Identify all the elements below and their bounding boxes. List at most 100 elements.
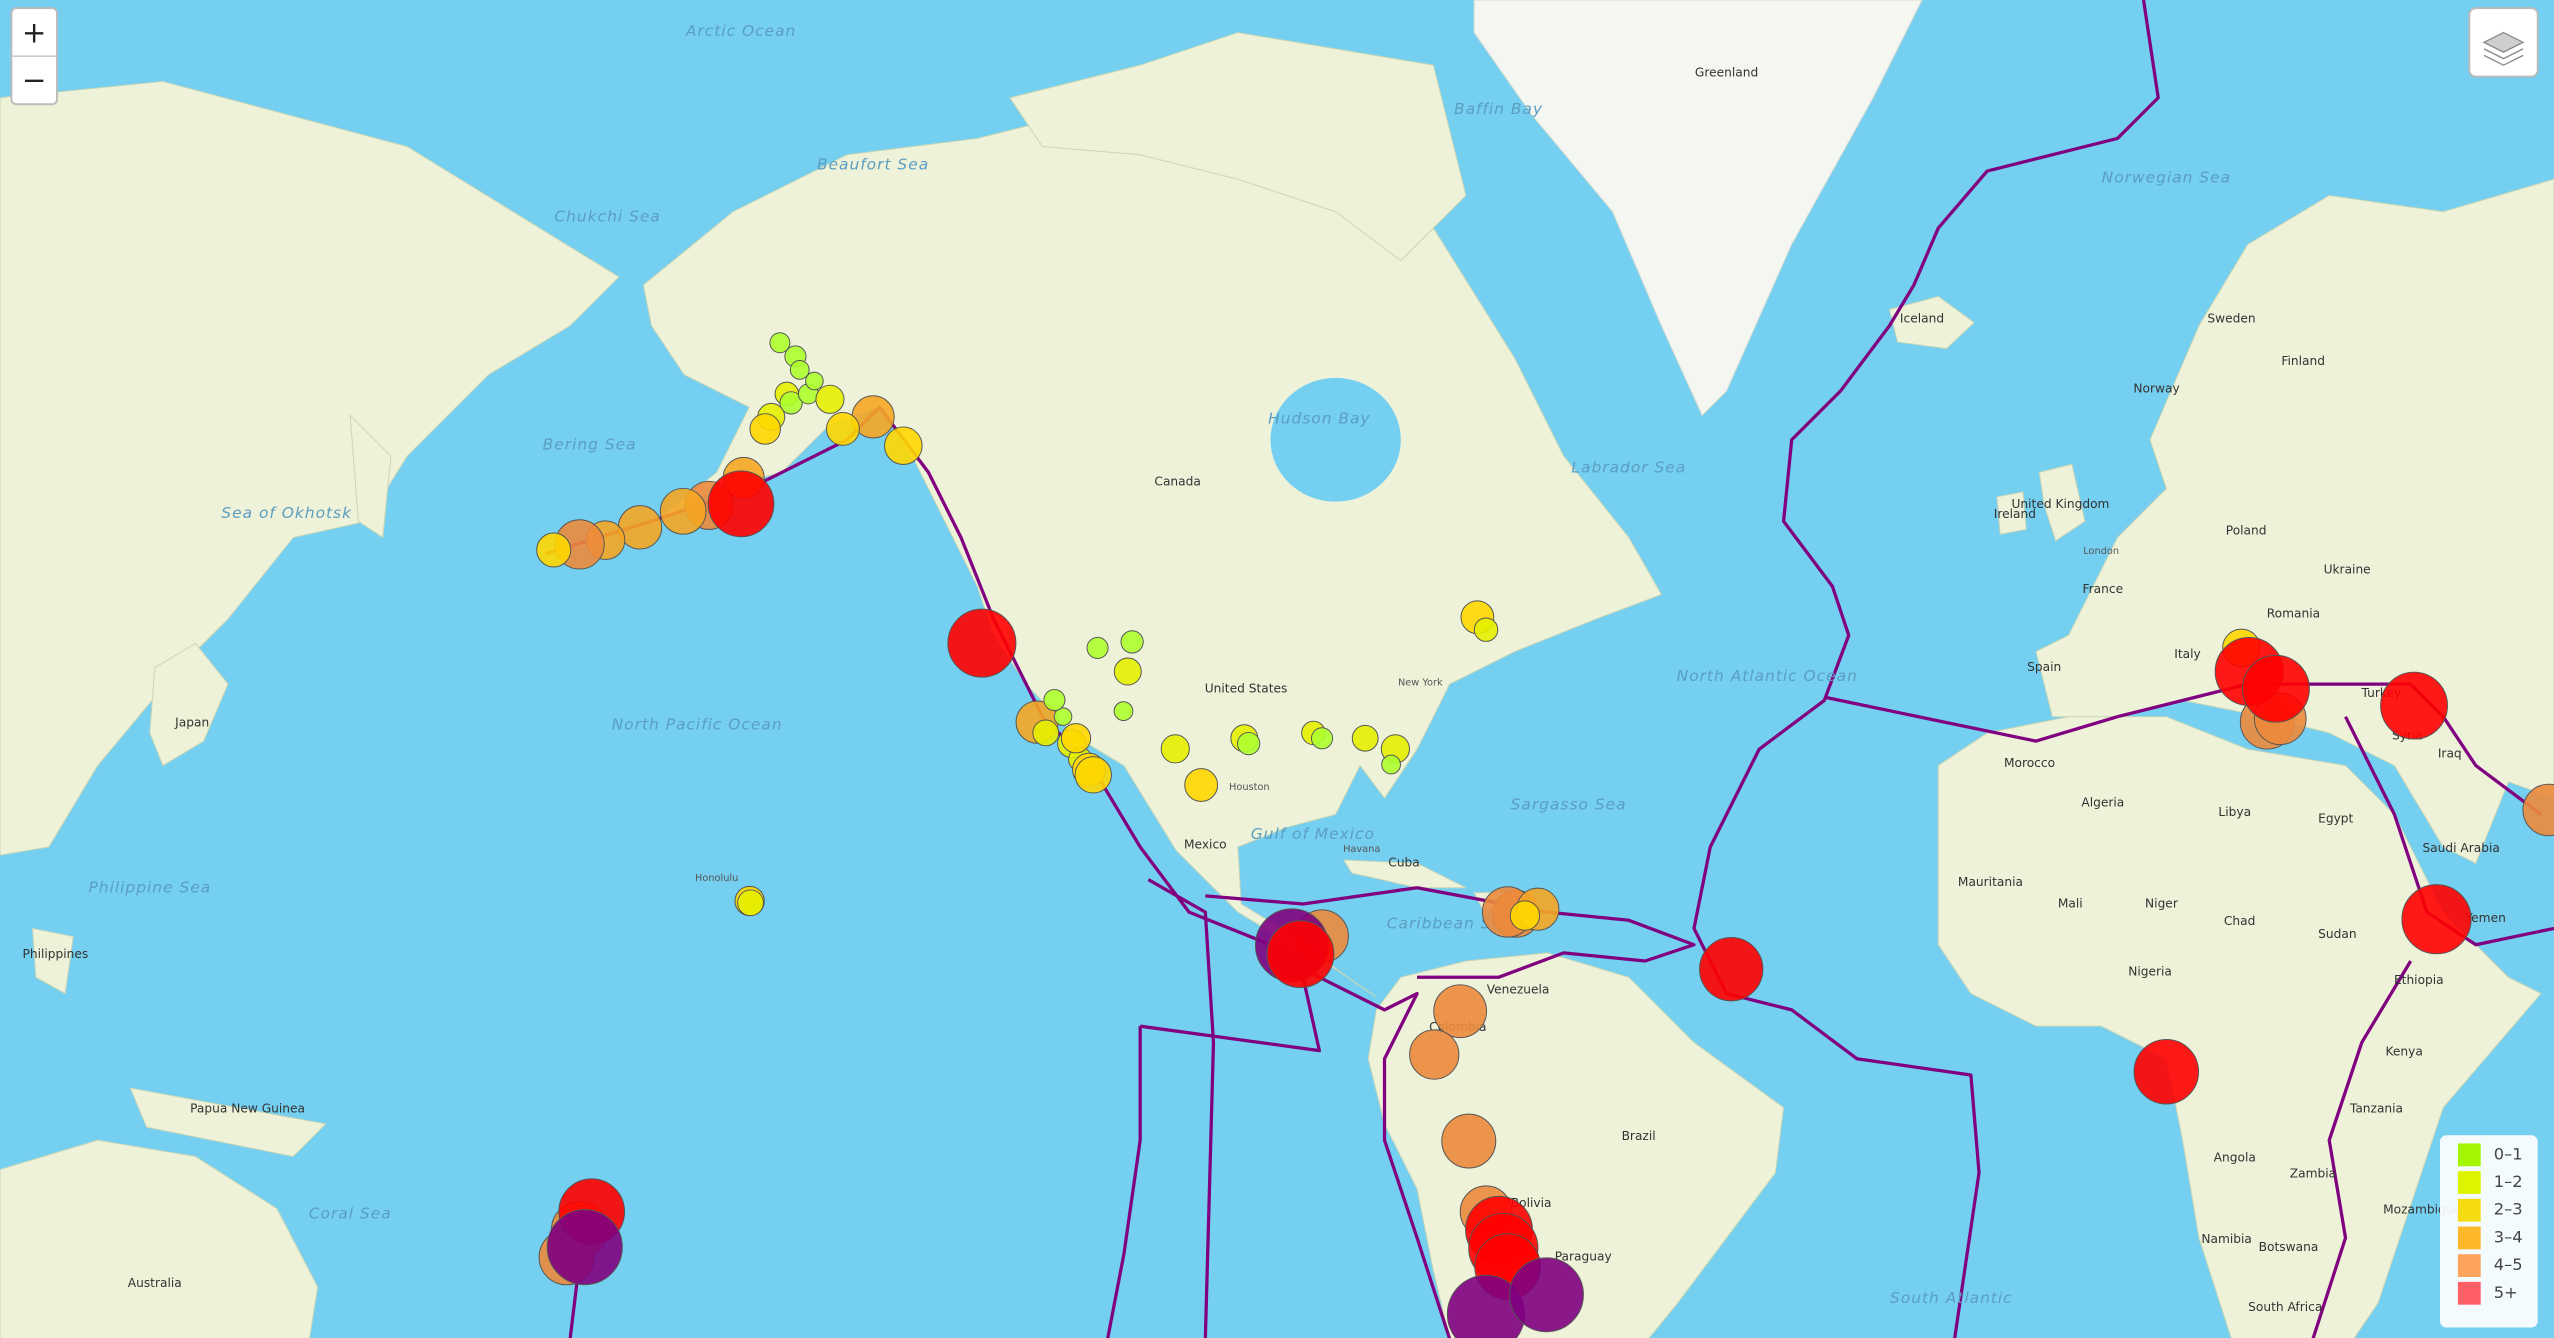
map-label: Romania [2267, 606, 2320, 620]
map-label: Egypt [2318, 812, 2353, 826]
map-label: North Atlantic Ocean [1677, 667, 1858, 685]
earthquake-marker [789, 359, 810, 380]
earthquake-marker [1266, 920, 1335, 989]
zoom-out[interactable]: − [22, 63, 47, 97]
legend-box [2439, 1135, 2538, 1328]
map-label: Botswana [2259, 1240, 2319, 1254]
earthquake-marker [815, 384, 845, 414]
map-label: Philippines [23, 947, 89, 961]
earthquake-marker [546, 1209, 623, 1286]
map-label: United States [1205, 681, 1288, 695]
earthquake-marker [1409, 1029, 1460, 1080]
earthquake-marker [536, 532, 572, 568]
zoom-control: + − [10, 7, 58, 106]
earthquake-marker [1184, 768, 1219, 802]
earthquake-marker [1120, 630, 1144, 654]
earthquake-marker [1237, 731, 1261, 756]
map-label: Gulf of Mexico [1251, 825, 1375, 843]
map-label: Paraguay [1555, 1250, 1612, 1264]
map-label: South Africa [2248, 1300, 2322, 1314]
map-label: London [2083, 546, 2119, 557]
map-label: Papua New Guinea [190, 1101, 305, 1115]
earthquake-marker [779, 391, 803, 415]
legend-swatch [2457, 1198, 2481, 1222]
map-label: France [2083, 582, 2124, 596]
map-label: United Kingdom [2011, 497, 2109, 511]
map-label: Japan [174, 715, 209, 729]
map-label: Algeria [2081, 795, 2124, 809]
map-label: Philippine Sea [89, 879, 212, 897]
map-label: Morocco [2004, 756, 2055, 770]
map-label: Chukchi Sea [554, 208, 660, 226]
earthquake-marker [737, 889, 764, 917]
map-label: Cuba [1388, 856, 1419, 870]
earthquake-marker [1310, 727, 1334, 750]
map-label: Beaufort Sea [817, 155, 929, 173]
earthquake-marker [1060, 723, 1092, 754]
earthquake-marker [825, 412, 860, 446]
earthquake-marker [1043, 688, 1066, 712]
map-label: Mauritania [1958, 875, 2023, 889]
plate-boundaries [545, 0, 2554, 1338]
map-label: Chad [2224, 914, 2255, 928]
map-label: Tanzania [2349, 1101, 2403, 1115]
map-label: Kenya [2385, 1044, 2422, 1058]
map-labels: Arctic Ocean Beaufort Sea Chukchi Sea Berin… [23, 22, 2506, 1314]
map-label: Caribbean Sea [1387, 914, 1513, 932]
earthquake-marker [1032, 719, 1060, 747]
map-label: North Pacific Ocean [612, 716, 783, 734]
legend-swatch [2457, 1171, 2481, 1194]
map-label: South Atlantic [1890, 1289, 2013, 1307]
map-label: Nigeria [2128, 965, 2172, 979]
map-label: Brazil [1622, 1129, 1656, 1143]
earthquake-marker [1509, 1257, 1584, 1333]
earthquake-marker [947, 608, 1017, 678]
earthquake-marker [884, 426, 923, 465]
map-label: Greenland [1695, 66, 1758, 80]
earthquake-marker [1351, 724, 1379, 752]
layers-icon [2483, 48, 2524, 60]
map-label: Ethiopia [2394, 973, 2444, 987]
earthquake-marker [1074, 756, 1112, 794]
map-label: Niger [2145, 896, 2179, 910]
map-label: Spain [2027, 660, 2061, 674]
map-label: Norwegian Sea [2102, 168, 2231, 186]
legend-label: 3–4 [2494, 1227, 2523, 1246]
earthquake-marker [707, 470, 775, 538]
earthquake-marker [1381, 754, 1401, 775]
legend-label: 1–2 [2494, 1172, 2523, 1191]
legend-swatch [2457, 1281, 2481, 1305]
map-label: Iraq [2438, 746, 2462, 760]
map-label: Poland [2226, 523, 2267, 537]
map-label: Arctic Ocean [685, 22, 796, 40]
map-label: Italy [2174, 647, 2200, 661]
map-label: Namibia [2201, 1232, 2252, 1246]
map-label: Libya [2218, 805, 2251, 819]
map-label: Coral Sea [309, 1204, 392, 1222]
map-label: Zambia [2290, 1167, 2336, 1181]
legend-swatch [2457, 1226, 2481, 1250]
map-label: Yemen [2464, 911, 2505, 925]
layers-control[interactable] [2468, 7, 2539, 78]
zoom-in[interactable]: + [22, 16, 47, 50]
earthquake-marker [1113, 657, 1142, 686]
legend-label: 4–5 [2494, 1255, 2523, 1274]
earthquake-marker [1473, 617, 1499, 642]
legend-label: 0–1 [2494, 1144, 2523, 1163]
map-label: Labrador Sea [1571, 458, 1686, 476]
map-label: Ukraine [2324, 562, 2371, 576]
earthquake-marker [2380, 671, 2448, 740]
map-label: Mexico [1184, 838, 1227, 852]
map-label: Iceland [1900, 312, 1944, 326]
layers-icon [2483, 54, 2524, 66]
map-label: Saudi Arabia [2422, 841, 2499, 855]
earthquake-marker [1699, 937, 1764, 1002]
earthquake-marker [769, 332, 791, 354]
earthquake-marker [1113, 701, 1134, 722]
legend-swatch [2457, 1254, 2481, 1278]
earthquake-marker [1441, 1113, 1497, 1169]
map-label: Mali [2058, 896, 2083, 910]
earthquake-marker [2401, 884, 2472, 955]
